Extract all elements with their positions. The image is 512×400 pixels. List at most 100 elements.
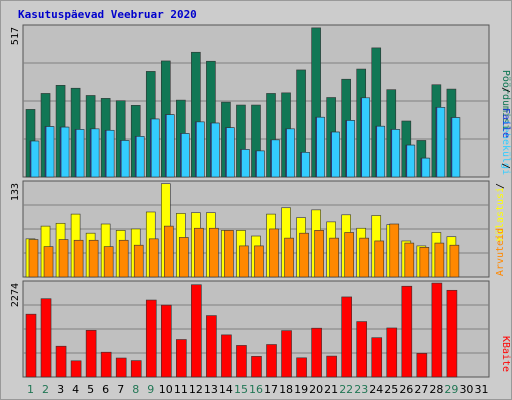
- x-tick-label: 30: [459, 383, 473, 396]
- bar-lehekulgi: [271, 139, 280, 178]
- bar-arvuteid: [28, 239, 39, 278]
- bar-kbaite: [281, 330, 292, 378]
- legend-arvuteid: Arvuteid: [495, 228, 506, 276]
- bar-lehekulgi: [90, 128, 100, 178]
- x-tick-label: 16: [249, 383, 263, 396]
- bar-kbaite: [446, 289, 458, 378]
- bar-kbaite: [296, 357, 307, 378]
- x-axis-day-labels: 1 2 3 4 5 6 7 8 9 10 11 12 13 14 15 16 17 18 19 20 21 22 23 24 2…: [27, 383, 488, 396]
- bar-arvuteid: [329, 237, 339, 278]
- kbytes-panel: 2274: [10, 280, 490, 378]
- bar-arvuteid: [103, 246, 114, 278]
- bar-arvuteid: [449, 244, 460, 278]
- y-max-label: 2274: [10, 283, 21, 307]
- x-tick-label: 1: [27, 383, 34, 396]
- bar-kbaite: [160, 304, 172, 378]
- bar-kbaite: [431, 282, 443, 378]
- bar-arvuteid: [254, 245, 264, 278]
- bar-arvuteid: [419, 247, 430, 278]
- x-tick-label: 9: [147, 383, 154, 396]
- legend-sep: /: [500, 163, 511, 169]
- bar-lehekulgi: [256, 150, 265, 178]
- bar-kbaite: [206, 315, 217, 378]
- bar-arvuteid: [43, 246, 54, 278]
- bar-lehekulgi: [135, 136, 145, 178]
- x-tick-label: 26: [399, 383, 413, 396]
- bar-arvuteid: [284, 237, 294, 278]
- bar-arvuteid: [359, 237, 370, 278]
- bar-lehekulgi: [301, 152, 310, 178]
- bar-lehekulgi: [436, 107, 446, 178]
- bar-kbaite: [266, 344, 277, 378]
- x-tick-label: 10: [159, 383, 173, 396]
- bar-lehekulgi: [361, 97, 371, 178]
- x-tick-label: 12: [189, 383, 203, 396]
- x-tick-label: 8: [132, 383, 139, 396]
- bar-arvuteid: [179, 237, 189, 278]
- x-tick-label: 13: [204, 383, 218, 396]
- bar-lehekulgi: [196, 121, 205, 178]
- legend-sep: /: [500, 87, 511, 93]
- legend-poordumisi: Pöördumisi: [500, 70, 511, 130]
- bar-kbaite: [100, 351, 112, 378]
- bar-lehekulgi: [406, 144, 416, 178]
- bar-kbaite: [25, 313, 37, 378]
- bar-kbaite: [236, 345, 247, 378]
- legend-sep: /: [495, 183, 506, 189]
- bar-lehekulgi: [105, 129, 115, 178]
- bar-lehekulgi: [211, 122, 220, 178]
- visits-legend: Külastusi/ Arvuteid: [495, 183, 506, 276]
- bar-kbaite: [115, 357, 127, 378]
- kbytes-legend: KBaite: [500, 336, 511, 372]
- bar-lehekulgi: [316, 116, 325, 178]
- bar-kbaite: [371, 337, 383, 378]
- bar-arvuteid: [374, 240, 385, 278]
- x-tick-label: 21: [324, 383, 338, 396]
- x-tick-label: 3: [57, 383, 64, 396]
- bar-lehekulgi: [181, 133, 190, 178]
- bar-arvuteid: [88, 239, 99, 278]
- bar-lehekulgi: [421, 157, 431, 178]
- legend-kbaite: KBaite: [500, 336, 511, 372]
- bar-lehekulgi: [286, 128, 295, 178]
- bar-kbaite: [145, 299, 157, 378]
- bar-lehekulgi: [241, 149, 250, 178]
- x-tick-label: 18: [279, 383, 293, 396]
- bar-lehekulgi: [30, 140, 40, 178]
- x-tick-label: 25: [384, 383, 398, 396]
- visits-panel: 133: [10, 180, 490, 278]
- x-tick-label: 4: [72, 383, 79, 396]
- bar-arvuteid: [58, 239, 69, 278]
- legend-kulastusi: Külastusi: [495, 187, 506, 241]
- bar-arvuteid: [239, 245, 249, 278]
- x-tick-label: 19: [294, 383, 308, 396]
- x-tick-label: 22: [339, 383, 353, 396]
- bar-lehekulgi: [451, 117, 461, 178]
- bar-lehekulgi: [226, 127, 235, 178]
- bar-kbaite: [70, 360, 82, 378]
- bar-kbaite: [341, 296, 352, 378]
- bar-kbaite: [386, 327, 398, 378]
- bar-lehekulgi: [45, 126, 55, 178]
- x-tick-label: 17: [264, 383, 278, 396]
- x-tick-label: 11: [174, 383, 188, 396]
- bar-arvuteid: [434, 242, 445, 278]
- x-tick-label: 15: [234, 383, 248, 396]
- bar-kbaite: [176, 339, 187, 378]
- x-tick-label: 23: [354, 383, 368, 396]
- y-max-label: 517: [10, 27, 21, 45]
- bar-arvuteid: [389, 223, 400, 278]
- x-tick-label: 31: [474, 383, 488, 396]
- bar-lehekulgi: [75, 129, 85, 178]
- bar-arvuteid: [148, 238, 159, 278]
- x-tick-label: 6: [102, 383, 109, 396]
- bar-lehekulgi: [331, 131, 340, 178]
- bar-kbaite: [356, 321, 368, 378]
- bar-arvuteid: [344, 232, 354, 278]
- x-tick-label: 5: [87, 383, 94, 396]
- x-tick-label: 14: [219, 383, 233, 396]
- x-tick-label: 24: [369, 383, 383, 396]
- bar-arvuteid: [209, 227, 219, 278]
